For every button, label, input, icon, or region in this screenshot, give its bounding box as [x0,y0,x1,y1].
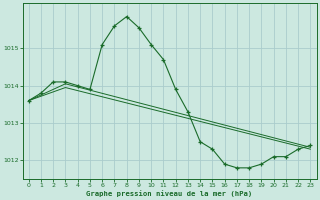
X-axis label: Graphe pression niveau de la mer (hPa): Graphe pression niveau de la mer (hPa) [86,190,253,197]
